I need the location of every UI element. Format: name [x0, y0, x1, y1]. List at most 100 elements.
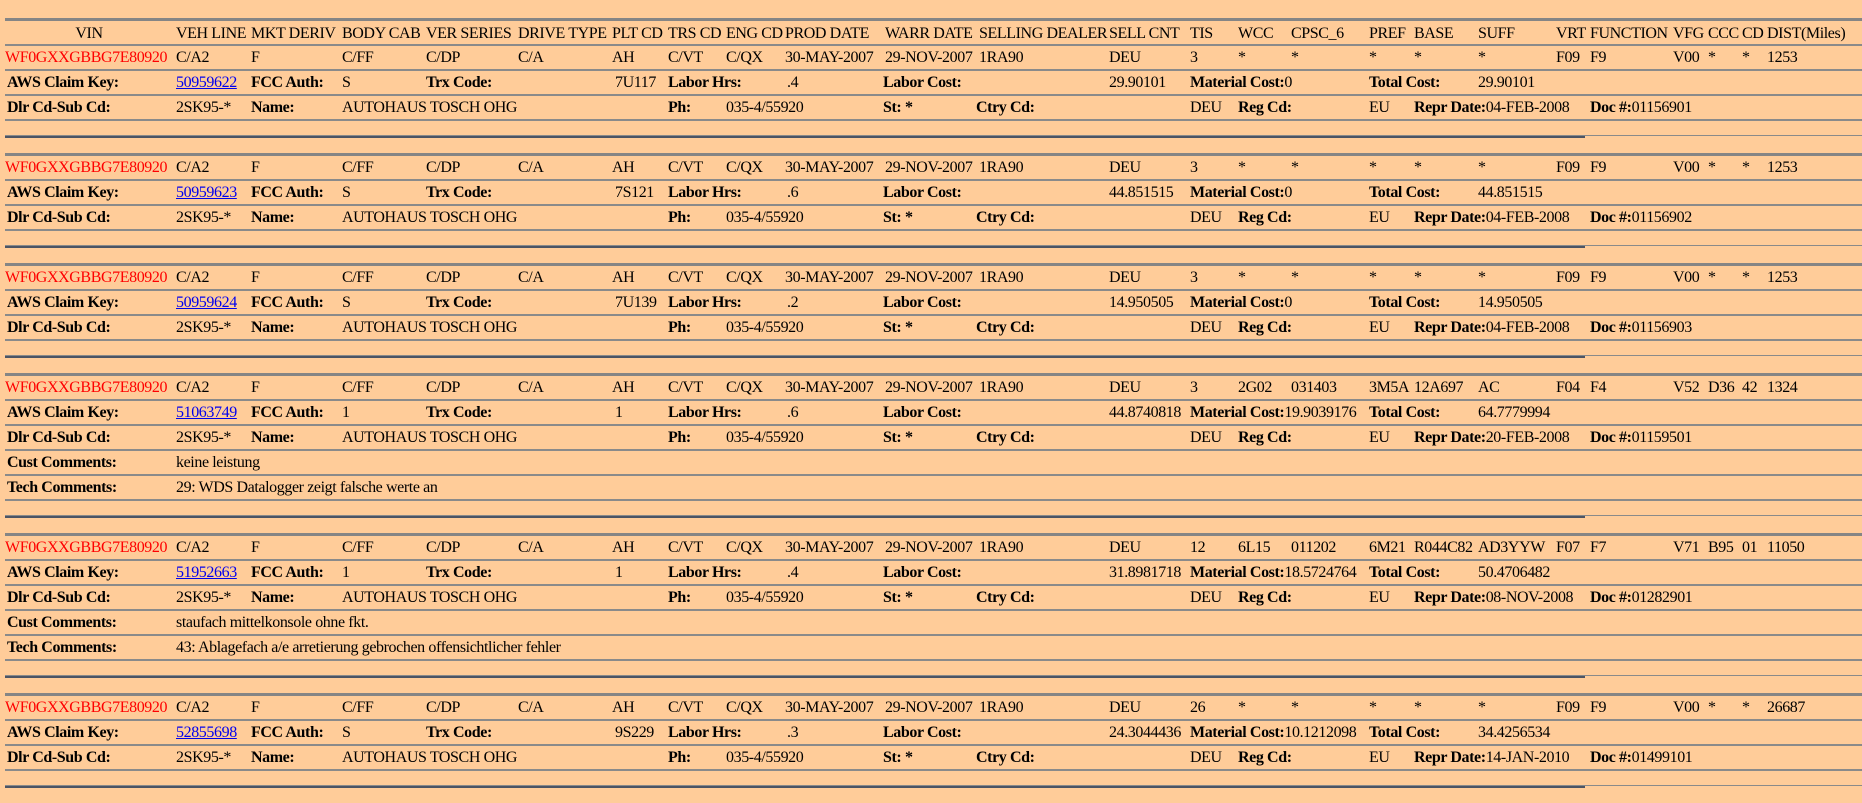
dist-cell: 1324 — [1767, 379, 1798, 396]
empty-row — [5, 231, 1862, 246]
claim-block: WF0GXXGBBG7E80920 C/A2 F C/FF C/DP C/A AH C/VT C… — [0, 263, 1862, 358]
trx-code-value: 7U117 — [615, 74, 656, 91]
labor-hrs-value: .6 — [787, 184, 799, 201]
phone-value: 035-4/55920 — [726, 209, 804, 226]
dealer-row: Dlr Cd-Sub Cd: 2SK95-* Name: AUTOHAUS TOSCH… — [5, 426, 1862, 451]
base-cell: 12A697 — [1414, 379, 1464, 396]
labor-cost-value: 31.8981718 — [1109, 564, 1182, 581]
vehicle-row: WF0GXXGBBG7E80920 C/A2 F C/FF C/DP C/A AH C/VT C… — [5, 266, 1862, 291]
sell-cnt-cell: DEU — [1109, 379, 1141, 396]
vin-cell: WF0GXXGBBG7E80920 — [5, 379, 168, 396]
labor-hrs-value: .6 — [787, 404, 799, 421]
vehicle-row: WF0GXXGBBG7E80920 C/A2 F C/FF C/DP C/A AH C/VT C… — [5, 696, 1862, 721]
doc-no-label: Doc #: — [1590, 749, 1632, 766]
vfg-cell: V52 — [1673, 379, 1700, 396]
st-label: St: * — [883, 209, 913, 226]
tis-cell: 3 — [1190, 379, 1198, 396]
total-cost-value: 34.4256534 — [1478, 724, 1551, 741]
dealer-name-value: AUTOHAUS TOSCH OHG — [342, 749, 518, 766]
name-label: Name: — [251, 99, 295, 116]
base-cell: R044C82 — [1414, 539, 1473, 556]
reg-cd-value: EU — [1369, 749, 1390, 766]
dlr-cd-label: Dlr Cd-Sub Cd: — [7, 749, 111, 766]
prod-date-cell: 30-MAY-2007 — [785, 159, 874, 176]
claim-block: VIN VEH LINE MKT DERIV BODY CAB VER SERIES DR… — [0, 18, 1862, 138]
aws-claim-key-link[interactable]: 51952663 — [176, 564, 237, 581]
material-cost: Material Cost:10.1212098 — [1190, 724, 1357, 742]
selling-dealer-cell: 1RA90 — [979, 379, 1024, 396]
prod-date-cell: 30-MAY-2007 — [785, 379, 874, 396]
repr-date-label: Repr Date: — [1414, 209, 1486, 226]
fcc-auth-label: FCC Auth: — [251, 724, 324, 741]
ccc-cell: D36 — [1708, 379, 1735, 396]
function-cell: F9 — [1590, 699, 1607, 716]
column-header-cpsc-6: CPSC_6 — [1291, 25, 1344, 42]
phone-value: 035-4/55920 — [726, 749, 804, 766]
column-header-plt-cd: PLT CD — [612, 25, 663, 42]
base-cell: * — [1414, 159, 1422, 176]
tech-comments-row: Tech Comments: 43: Ablagefach a/e arretie… — [5, 636, 1862, 661]
tis-cell: 3 — [1190, 159, 1198, 176]
material-cost: Material Cost:19.9039176 — [1190, 404, 1357, 422]
wcc-cell: * — [1238, 269, 1246, 286]
tis-cell: 26 — [1190, 699, 1206, 716]
aws-claim-key-link[interactable]: 52855698 — [176, 724, 237, 741]
block-separator — [5, 516, 1585, 518]
doc-no-value: 01156901 — [1631, 99, 1693, 116]
warr-date-cell: 29-NOV-2007 — [885, 159, 973, 176]
column-header-prod-date: PROD DATE — [785, 25, 869, 42]
fcc-auth-value: 1 — [342, 404, 350, 421]
prod-date-cell: 30-MAY-2007 — [785, 699, 874, 716]
aws-claim-key-link[interactable]: 50959624 — [176, 294, 237, 311]
base-cell: * — [1414, 269, 1422, 286]
trx-code-label: Trx Code: — [426, 74, 492, 91]
veh-line-cell: C/A2 — [176, 539, 210, 556]
aws-claim-key-link[interactable]: 50959622 — [176, 74, 237, 91]
dealer-name-value: AUTOHAUS TOSCH OHG — [342, 319, 518, 336]
column-header-function: FUNCTION — [1590, 25, 1668, 42]
dlr-cd-label: Dlr Cd-Sub Cd: — [7, 429, 111, 446]
cust-comments-label: Cust Comments: — [7, 614, 117, 631]
plt-cd-cell: AH — [612, 49, 635, 66]
block-separator — [5, 246, 1585, 248]
selling-dealer-cell: 1RA90 — [979, 539, 1024, 556]
wcc-cell: * — [1238, 49, 1246, 66]
material-cost: Material Cost:18.5724764 — [1190, 564, 1357, 582]
vfg-cell: V00 — [1673, 159, 1700, 176]
reg-cd-value: EU — [1369, 429, 1390, 446]
labor-hrs-label: Labor Hrs: — [668, 404, 742, 421]
fcc-auth-value: S — [342, 184, 351, 201]
divider — [5, 263, 1862, 266]
tech-comments-value: 43: Ablagefach a/e arretierung gebrochen… — [176, 639, 561, 656]
aws-claim-key-link[interactable]: 51063749 — [176, 404, 237, 421]
selling-dealer-cell: 1RA90 — [979, 269, 1024, 286]
total-cost-value: 64.7779994 — [1478, 404, 1551, 421]
vin-cell: WF0GXXGBBG7E80920 — [5, 159, 168, 176]
base-cell: * — [1414, 699, 1422, 716]
labor-cost-value: 14.950505 — [1109, 294, 1174, 311]
column-header-mkt-deriv: MKT DERIV — [251, 25, 336, 42]
repr-date-value: 04-FEB-2008 — [1485, 209, 1570, 226]
tech-comments-value: 29: WDS Datalogger zeigt falsche werte a… — [176, 479, 438, 496]
phone-value: 035-4/55920 — [726, 429, 804, 446]
aws-claim-key-link[interactable]: 50959623 — [176, 184, 237, 201]
reg-cd-label: Reg Cd: — [1238, 589, 1292, 606]
dealer-name-value: AUTOHAUS TOSCH OHG — [342, 589, 518, 606]
st-label: St: * — [883, 99, 913, 116]
vin-cell: WF0GXXGBBG7E80920 — [5, 699, 168, 716]
total-cost-label: Total Cost: — [1369, 294, 1441, 311]
trx-code-label: Trx Code: — [426, 724, 492, 741]
mkt-deriv-cell: F — [251, 269, 260, 286]
labor-hrs-value: .4 — [787, 564, 799, 581]
claim-row: AWS Claim Key: 51063749 FCC Auth: 1 Trx Code… — [5, 401, 1862, 426]
trs-cd-cell: C/VT — [668, 699, 703, 716]
material-cost-label: Material Cost: — [1190, 564, 1285, 581]
repr-date: Repr Date:04-FEB-2008 — [1414, 319, 1570, 337]
labor-cost-value: 24.3044436 — [1109, 724, 1182, 741]
cpsc-6-cell: 031403 — [1291, 379, 1337, 396]
name-label: Name: — [251, 429, 295, 446]
ph-label: Ph: — [668, 319, 691, 336]
warr-date-cell: 29-NOV-2007 — [885, 269, 973, 286]
claim-block: WF0GXXGBBG7E80920 C/A2 F C/FF C/DP C/A AH C/VT C… — [0, 693, 1862, 788]
vin-cell: WF0GXXGBBG7E80920 — [5, 269, 168, 286]
